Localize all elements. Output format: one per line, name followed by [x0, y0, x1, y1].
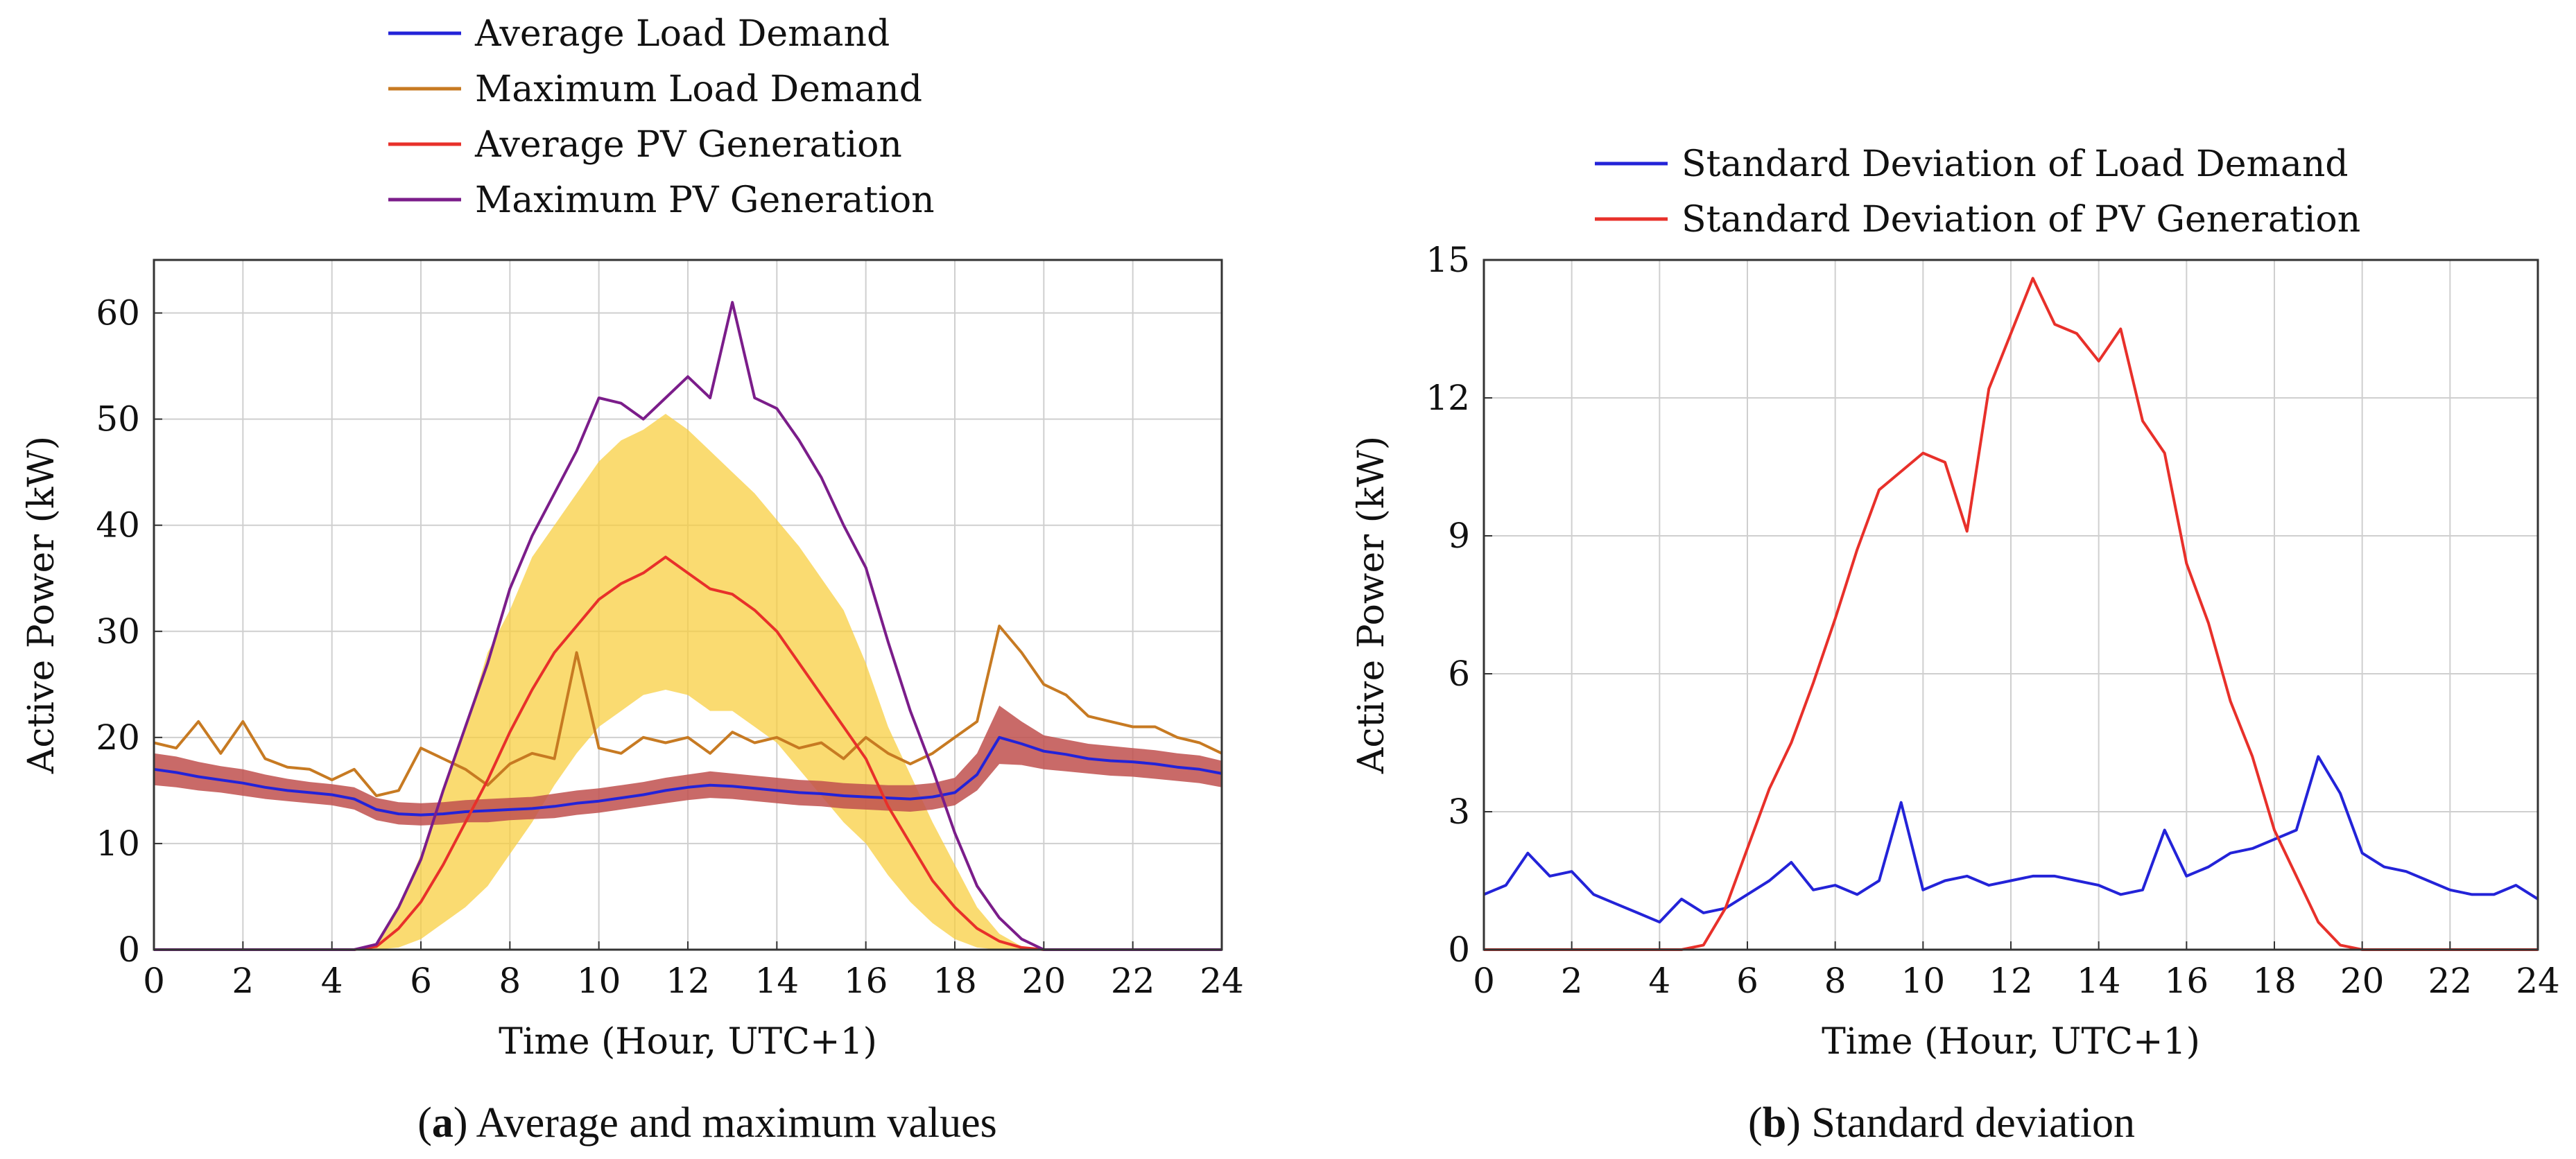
- charta-legend-label-maximum-pv-generation: Maximum PV Generation: [475, 180, 935, 221]
- chartb-xtick-label-4: 4: [1648, 961, 1670, 1001]
- chartb-xtick-label-0: 0: [1473, 961, 1495, 1001]
- chartb-ylabel: Active Power (kW): [1351, 436, 1392, 774]
- charta-xtick-label-4: 4: [321, 961, 343, 1001]
- chartb-ytick-label-3: 3: [1448, 792, 1470, 832]
- charta-legend-label-maximum-load-demand: Maximum Load Demand: [475, 69, 922, 110]
- chartb-xtick-label-6: 6: [1736, 961, 1758, 1001]
- chartb-xtick-label-10: 10: [1901, 961, 1946, 1001]
- charta-ytick-label-10: 10: [96, 824, 140, 864]
- caption-a: (a) Average and maximum values: [417, 1099, 997, 1147]
- charta-xtick-label-24: 24: [1200, 961, 1244, 1001]
- charta-ytick-label-30: 30: [96, 611, 140, 652]
- chartb-xtick-label-16: 16: [2165, 961, 2209, 1001]
- charta-legend-label-average-pv-generation: Average PV Generation: [474, 124, 902, 166]
- charta-xtick-label-8: 8: [499, 961, 521, 1001]
- charta-xlabel: Time (Hour, UTC+1): [499, 1021, 877, 1063]
- charta-band-pv-generation-spread: [154, 414, 1222, 950]
- caption-b: (b) Standard deviation: [1748, 1099, 2135, 1147]
- charta-xtick-label-12: 12: [666, 961, 710, 1001]
- charta-xtick-label-10: 10: [577, 961, 621, 1001]
- charta-xtick-label-22: 22: [1111, 961, 1155, 1001]
- chartb-xtick-label-20: 20: [2340, 961, 2385, 1001]
- chartb-xtick-label-18: 18: [2252, 961, 2297, 1001]
- chartb-series-standard-deviation-of-load-demand: [1483, 755, 2539, 924]
- charta-ytick-label-60: 60: [96, 293, 140, 333]
- charta-series-maximum-load-demand: [153, 625, 1222, 797]
- caption-a-tag: a: [432, 1099, 453, 1147]
- chartb-xtick-label-22: 22: [2428, 961, 2473, 1001]
- charta-ytick-label-50: 50: [96, 399, 140, 439]
- chartb-legend-label-standard-deviation-of-pv-generation: Standard Deviation of PV Generation: [1682, 199, 2360, 241]
- charta-ytick-label-20: 20: [96, 717, 140, 758]
- charta-ylabel: Active Power (kW): [21, 436, 62, 774]
- charta-xtick-label-0: 0: [143, 961, 165, 1001]
- charta-xtick-label-14: 14: [755, 961, 799, 1001]
- chartb-ytick-label-6: 6: [1448, 654, 1470, 694]
- chartb-xtick-label-14: 14: [2077, 961, 2121, 1001]
- caption-b-tag: b: [1763, 1099, 1786, 1147]
- chartb-xtick-label-8: 8: [1824, 961, 1847, 1001]
- charta-band-load-demand-spread: [154, 705, 1222, 826]
- chartb-ytick-label-0: 0: [1448, 930, 1470, 970]
- chartb-xlabel: Time (Hour, UTC+1): [1822, 1021, 2200, 1063]
- charta-xtick-label-18: 18: [933, 961, 977, 1001]
- charta-xtick-label-20: 20: [1022, 961, 1066, 1001]
- chartb-xtick-label-12: 12: [1989, 961, 2033, 1001]
- charta-ytick-label-40: 40: [96, 505, 140, 546]
- caption-a-text: Average and maximum values: [468, 1099, 997, 1147]
- charta-xtick-label-16: 16: [844, 961, 888, 1001]
- charta-xtick-label-2: 2: [232, 961, 254, 1001]
- caption-b-text: Standard deviation: [1801, 1099, 2135, 1147]
- chartb-xtick-label-24: 24: [2516, 961, 2560, 1001]
- chartb-ytick-label-9: 9: [1448, 516, 1470, 556]
- charta-ytick-label-0: 0: [118, 930, 140, 970]
- charta-series-average-load-demand: [153, 735, 1222, 817]
- chartb-xtick-label-2: 2: [1561, 961, 1583, 1001]
- charta-xtick-label-6: 6: [410, 961, 432, 1001]
- chartb-legend-label-standard-deviation-of-load-demand: Standard Deviation of Load Demand: [1682, 143, 2349, 185]
- charta-legend-label-average-load-demand: Average Load Demand: [474, 13, 890, 55]
- chartb-ytick-label-15: 15: [1426, 240, 1470, 280]
- chartb-ytick-label-12: 12: [1426, 378, 1470, 418]
